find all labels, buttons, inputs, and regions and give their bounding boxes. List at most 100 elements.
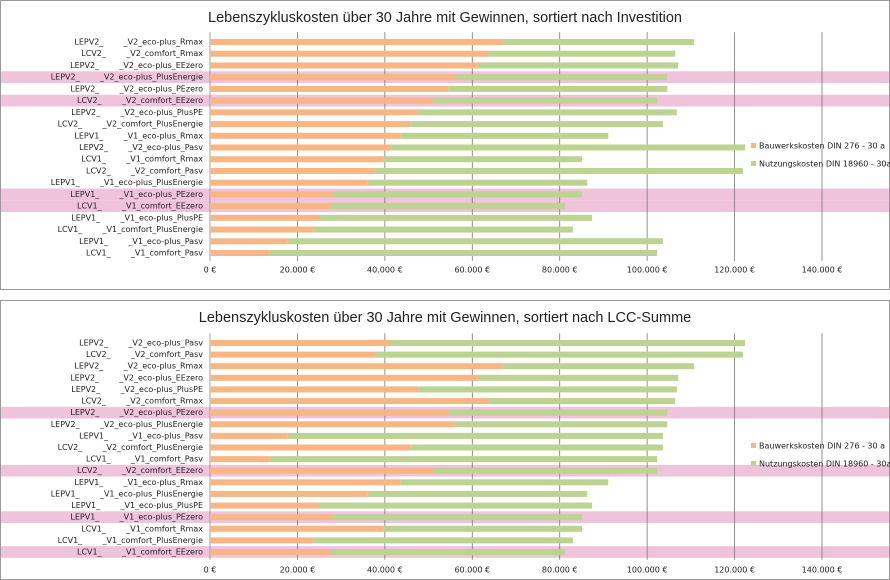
y-tick-label: LCV1_ _V1_comfort_Rmax xyxy=(81,155,203,164)
bar-segment xyxy=(502,39,694,45)
x-tick-label: 20.000 € xyxy=(280,566,316,575)
bar-segment xyxy=(210,74,455,81)
bar-segment xyxy=(502,363,694,370)
y-tick-label: LEPV1_ _V1_eco-plus_PlusPE xyxy=(71,501,203,510)
y-tick-label: LEPV1_ _V1_eco-plus_Pasv xyxy=(79,431,203,440)
bar-segment xyxy=(269,456,658,463)
y-tick-label: LEPV1_ _V1_eco-plus_PlusEnergie xyxy=(51,178,203,187)
x-tick-label: 80.000 € xyxy=(542,566,578,575)
bar-segment xyxy=(374,351,743,358)
bar-segment xyxy=(383,156,583,163)
bar-segment xyxy=(210,250,270,256)
y-tick-label: LEPV1_ _V1_eco-plus_PEzero xyxy=(70,190,203,199)
bar-segment xyxy=(317,502,593,509)
bar-segment xyxy=(210,39,503,45)
legend-swatch xyxy=(751,161,756,166)
x-tick-label: 100.000 € xyxy=(627,266,668,275)
legend-label: Bauwerkskosten DIN 276 - 30 a xyxy=(759,142,885,151)
y-tick-label: LEPV2_ _V2_eco-plus_PlusEnergie xyxy=(51,73,203,82)
bar-segment xyxy=(210,144,391,151)
y-tick-label: LCV1_ _V1_comfort_EEzero xyxy=(77,548,203,557)
bar-segment xyxy=(210,214,318,221)
bar-segment xyxy=(477,374,679,381)
bar-segment xyxy=(410,444,663,451)
bar-segment xyxy=(477,62,679,69)
bar-segment xyxy=(374,167,743,174)
bar-segment xyxy=(313,226,573,233)
bar-segment xyxy=(210,421,455,428)
bar-segment xyxy=(210,109,419,116)
y-tick-label: LEPV2_ _V2_eco-plus_PEzero xyxy=(70,84,203,93)
bar-segment xyxy=(390,340,746,346)
bar-segment xyxy=(330,203,565,210)
y-tick-label: LCV2_ _V2_comfort_PlusEnergie xyxy=(58,120,204,129)
y-tick-label: LEPV1_ _V1_eco-plus_Rmax xyxy=(74,478,203,487)
bar-segment xyxy=(454,421,668,428)
x-tick-label: 120.000 € xyxy=(714,266,755,275)
bar-segment xyxy=(317,214,593,221)
bar-segment xyxy=(210,398,489,405)
x-tick-label: 40.000 € xyxy=(367,566,403,575)
y-tick-label: LEPV2_ _V2_eco-plus_PlusPE xyxy=(71,385,203,394)
bar-segment xyxy=(210,374,478,381)
legend-swatch xyxy=(751,461,756,466)
x-tick-label: 120.000 € xyxy=(714,566,755,575)
bar-segment xyxy=(418,386,677,393)
bar-segment xyxy=(488,398,676,405)
legend-label: Nutzungskosten DIN 18960 - 30a xyxy=(759,160,890,169)
bar-segment xyxy=(210,456,270,463)
x-tick-label: 80.000 € xyxy=(542,266,578,275)
bar-segment xyxy=(210,386,419,393)
bar-segment xyxy=(210,226,314,233)
y-tick-label: LEPV1_ _V1_eco-plus_PlusEnergie xyxy=(51,489,203,498)
bar-segment xyxy=(210,50,489,57)
y-tick-label: LCV1_ _V1_comfort_PlusEnergie xyxy=(58,225,204,234)
y-tick-label: LCV2_ _V2_comfort_Rmax xyxy=(81,397,203,406)
x-tick-label: 20.000 € xyxy=(280,266,316,275)
bar-segment xyxy=(210,238,288,245)
bar-segment xyxy=(287,432,663,439)
y-tick-label: LCV2_ _V2_comfort_EEzero xyxy=(77,466,203,475)
bar-segment xyxy=(287,238,663,245)
bar-segment xyxy=(383,525,583,532)
bar-segment xyxy=(210,467,433,474)
y-tick-label: LCV1_ _V1_comfort_EEzero xyxy=(77,202,203,211)
y-tick-label: LCV2_ _V2_comfort_PlusEnergie xyxy=(58,443,204,452)
chart-title: Lebenszykluskosten über 30 Jahre mit Gew… xyxy=(199,310,691,326)
y-tick-label: LEPV2_ _V2_eco-plus_PEzero xyxy=(70,408,203,417)
bar-segment xyxy=(367,490,588,497)
bar-segment xyxy=(210,97,433,104)
bar-segment xyxy=(410,121,663,128)
y-tick-label: LEPV1_ _V1_eco-plus_PlusPE xyxy=(71,213,203,222)
bar-segment xyxy=(210,156,384,163)
bar-segment xyxy=(210,167,375,174)
bar-segment xyxy=(332,191,583,198)
bar-segment xyxy=(367,179,588,186)
bar-segment xyxy=(210,132,401,139)
y-tick-label: LEPV1_ _V1_eco-plus_Pasv xyxy=(79,237,203,246)
bar-segment xyxy=(210,363,503,370)
bar-segment xyxy=(448,409,668,416)
legend-label: Nutzungskosten DIN 18960 - 30a xyxy=(759,460,890,469)
y-tick-label: LCV1_ _V1_comfort_Rmax xyxy=(81,524,203,533)
bar-segment xyxy=(210,537,314,544)
chart-title: Lebenszykluskosten über 30 Jahre mit Gew… xyxy=(208,10,682,26)
y-tick-label: LCV1_ _V1_comfort_PlusEnergie xyxy=(58,536,204,545)
y-tick-label: LCV2_ _V2_comfort_Pasv xyxy=(86,350,203,359)
bar-segment xyxy=(448,85,668,92)
x-tick-label: 0 € xyxy=(204,566,217,575)
bar-segment xyxy=(210,351,375,358)
bar-segment xyxy=(210,85,449,92)
bar-segment xyxy=(210,340,391,346)
bar-segment xyxy=(210,514,333,521)
bar-segment xyxy=(432,467,658,474)
bar-segment xyxy=(390,144,746,151)
bar-segment xyxy=(454,74,668,81)
y-tick-label: LEPV2_ _V2_eco-plus_EEzero xyxy=(70,61,203,70)
y-tick-label: LEPV2_ _V2_eco-plus_Rmax xyxy=(74,38,203,47)
y-tick-label: LEPV2_ _V2_eco-plus_EEzero xyxy=(70,373,203,382)
bar-segment xyxy=(313,537,573,544)
y-tick-label: LEPV2_ _V2_eco-plus_PlusEnergie xyxy=(51,420,203,429)
bar-segment xyxy=(210,179,368,186)
